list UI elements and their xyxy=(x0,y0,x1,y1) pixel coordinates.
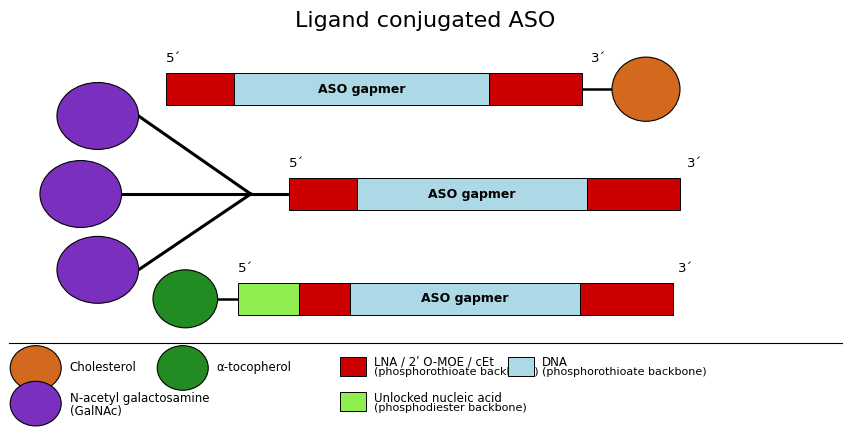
Text: 3´: 3´ xyxy=(678,262,694,275)
Bar xyxy=(166,73,234,105)
Text: LNA / 2ʹ O-MOE / cEt: LNA / 2ʹ O-MOE / cEt xyxy=(374,356,494,369)
Text: 3´: 3´ xyxy=(687,157,702,170)
Text: ASO gapmer: ASO gapmer xyxy=(428,187,515,201)
Ellipse shape xyxy=(40,161,122,227)
Text: Cholesterol: Cholesterol xyxy=(70,361,137,375)
Text: 5´: 5´ xyxy=(238,262,253,275)
Ellipse shape xyxy=(157,346,208,390)
Text: Ligand conjugated ASO: Ligand conjugated ASO xyxy=(295,11,555,31)
Bar xyxy=(350,283,580,315)
Ellipse shape xyxy=(10,346,61,390)
Bar xyxy=(580,283,673,315)
Ellipse shape xyxy=(57,236,139,303)
Bar xyxy=(340,357,366,376)
Text: 5´: 5´ xyxy=(166,52,181,65)
Bar xyxy=(489,73,582,105)
Bar xyxy=(340,392,366,411)
Bar xyxy=(586,178,680,210)
Text: 3´: 3´ xyxy=(591,52,606,65)
Bar xyxy=(508,357,534,376)
Text: α-tocopherol: α-tocopherol xyxy=(217,361,292,375)
Ellipse shape xyxy=(612,57,680,121)
Text: ASO gapmer: ASO gapmer xyxy=(422,292,508,306)
Text: (phosphorothioate backbone): (phosphorothioate backbone) xyxy=(542,367,707,377)
Text: (phosphodiester backbone): (phosphodiester backbone) xyxy=(374,403,527,413)
Text: (phosphorothioate backbone): (phosphorothioate backbone) xyxy=(374,367,539,377)
Text: DNA: DNA xyxy=(542,356,568,369)
Ellipse shape xyxy=(153,270,218,328)
Ellipse shape xyxy=(10,381,61,426)
Text: ASO gapmer: ASO gapmer xyxy=(318,83,405,96)
Bar xyxy=(357,178,586,210)
Text: Unlocked nucleic acid: Unlocked nucleic acid xyxy=(374,392,502,405)
Text: 5´: 5´ xyxy=(289,157,304,170)
Text: N-acetyl galactosamine: N-acetyl galactosamine xyxy=(70,392,209,405)
Ellipse shape xyxy=(57,83,139,149)
Text: (GalNAc): (GalNAc) xyxy=(70,405,122,418)
Bar xyxy=(234,73,489,105)
Bar xyxy=(289,178,357,210)
Bar xyxy=(238,283,299,315)
Bar xyxy=(299,283,350,315)
